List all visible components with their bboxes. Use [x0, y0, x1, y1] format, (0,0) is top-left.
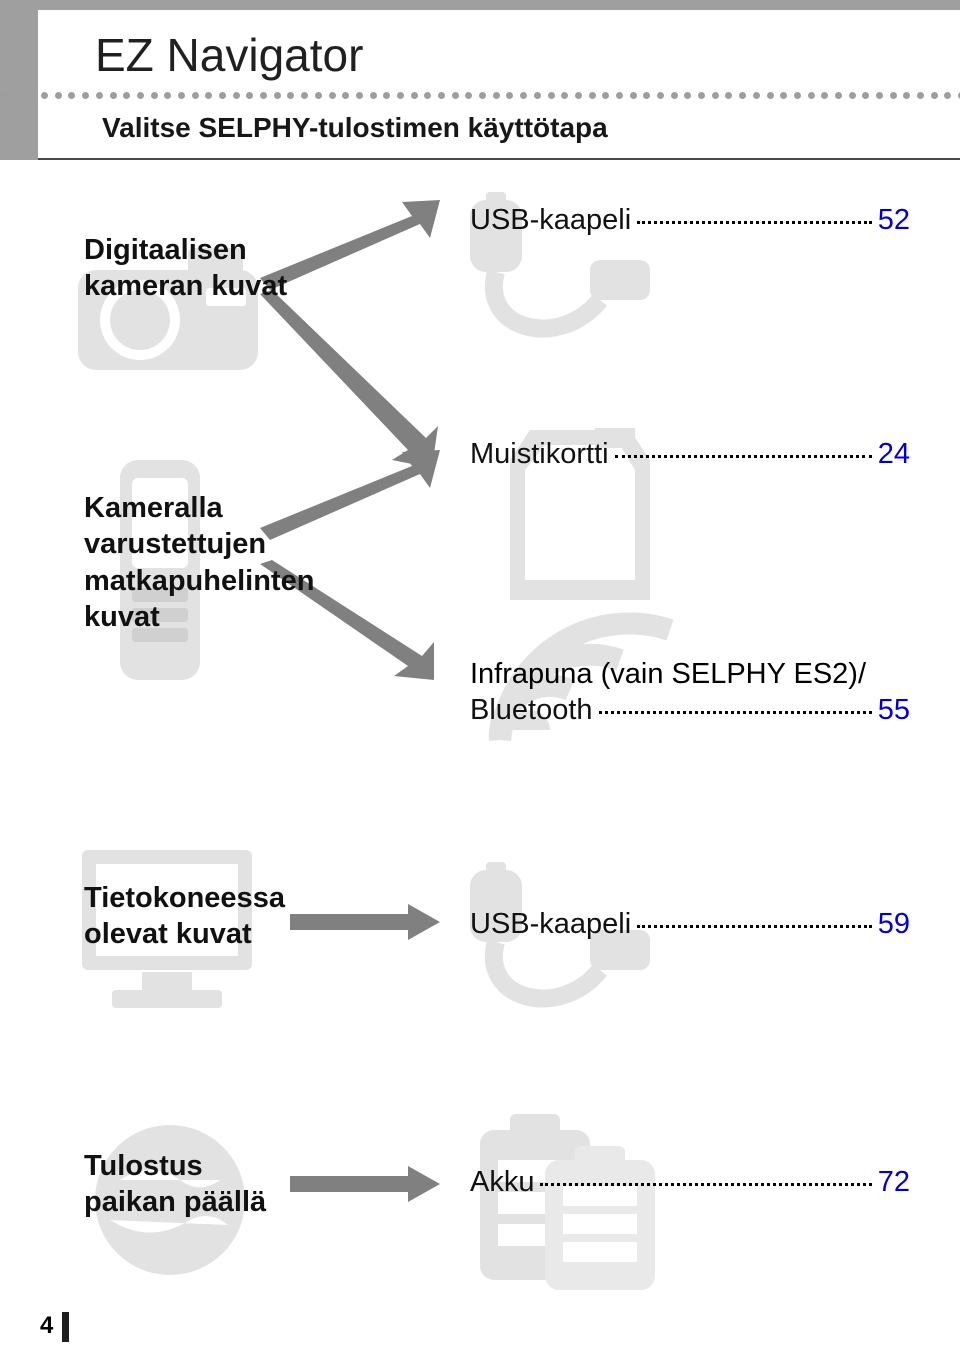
arrow-icon — [290, 904, 440, 940]
target-name: Muistikortti — [470, 438, 609, 471]
source-label-onsite: Tulostus paikan päällä — [84, 1148, 266, 1221]
target-name-line1: Infrapuna (vain SELPHY ES2)/ — [470, 658, 866, 691]
target-page: 55 — [878, 694, 910, 727]
leader-dots — [599, 711, 872, 714]
target-page: 72 — [878, 1166, 910, 1199]
target-page: 52 — [878, 204, 910, 237]
target-page: 59 — [878, 908, 910, 941]
page-number: 4 — [40, 1312, 53, 1340]
content-area: Digitaalisen kameran kuvat Kameralla var… — [0, 160, 960, 1360]
target-name: USB-kaapeli — [470, 908, 631, 941]
usb-cable-icon — [440, 860, 670, 1030]
leader-dots — [637, 925, 872, 928]
link-akku-72[interactable]: Akku 72 — [470, 1166, 910, 1199]
arrow-icon — [260, 290, 440, 470]
source-label-phone: Kameralla varustettujen matkapuhelinten … — [84, 490, 314, 635]
leader-dots — [540, 1183, 871, 1186]
target-name: USB-kaapeli — [470, 204, 631, 237]
target-name: Bluetooth — [470, 694, 593, 727]
link-bluetooth-55[interactable]: Bluetooth 55 — [470, 694, 910, 727]
dotted-divider — [0, 92, 960, 100]
source-label-computer: Tietokoneessa olevat kuvat — [84, 880, 285, 953]
arrow-icon — [290, 1166, 440, 1202]
link-usb-52[interactable]: USB-kaapeli 52 — [470, 204, 910, 237]
source-label-camera: Digitaalisen kameran kuvat — [84, 232, 287, 305]
page-number-bar — [62, 1312, 69, 1342]
page-subtitle: Valitse SELPHY-tulostimen käyttötapa — [102, 112, 608, 144]
battery-icon — [450, 1100, 670, 1300]
leader-dots — [637, 221, 872, 224]
leader-dots — [615, 455, 872, 458]
link-memorycard-24[interactable]: Muistikortti 24 — [470, 438, 910, 471]
page-title: EZ Navigator — [95, 28, 363, 82]
target-name: Akku — [470, 1166, 534, 1199]
link-usb-59[interactable]: USB-kaapeli 59 — [470, 908, 910, 941]
target-page: 24 — [878, 438, 910, 471]
